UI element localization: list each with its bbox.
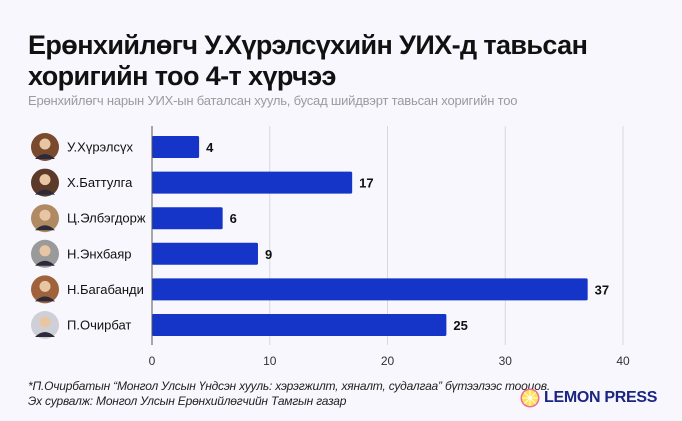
bar	[152, 136, 200, 158]
logo-text: LEMON PRESS	[544, 389, 658, 406]
data-label: 6	[230, 211, 237, 226]
lemon-icon	[520, 388, 540, 408]
bar	[152, 171, 353, 194]
x-tick-label: 10	[263, 354, 277, 368]
portrait-suit	[35, 296, 55, 302]
portrait-suit	[35, 189, 55, 195]
portrait-face	[39, 316, 51, 328]
portrait-face	[39, 280, 51, 292]
x-tick-label: 40	[616, 354, 630, 368]
bar	[152, 207, 223, 230]
bar	[152, 278, 588, 301]
category-label: У.Хүрэлсүх	[67, 140, 133, 155]
portrait-face	[39, 138, 51, 150]
footnote: *П.Очирбатын “Монгол Улсын Үндсэн хууль:…	[28, 379, 550, 393]
portrait-suit	[35, 260, 55, 266]
portrait-face	[39, 245, 51, 257]
portrait-face	[39, 209, 51, 221]
title-line-2: хоригийн тоо 4-т хүрчээ	[28, 61, 336, 91]
category-label: Н.Энхбаяр	[67, 246, 132, 261]
x-tick-label: 20	[381, 354, 395, 368]
lemon-press-logo: LEMON PRESS	[520, 388, 657, 408]
title-line-1: Ерөнхийлөгч У.Хүрэлсүхийн УИХ-д тавьсан	[28, 30, 588, 60]
data-label: 4	[206, 140, 214, 155]
portrait-suit	[35, 332, 55, 337]
portrait-face	[39, 174, 51, 186]
data-label: 17	[359, 176, 373, 191]
data-label: 25	[453, 318, 467, 333]
category-label: Ц.Элбэгдорж	[67, 211, 146, 226]
category-label: П.Очирбат	[67, 318, 131, 333]
chart-title: Ерөнхийлөгч У.Хүрэлсүхийн УИХ-д тавьсан …	[28, 30, 588, 92]
chart-subtitle: Ерөнхийлөгч нарын УИХ-ын баталсан хууль,…	[28, 93, 518, 108]
bar	[152, 242, 258, 265]
x-tick-label: 0	[149, 354, 156, 368]
source: Эх сурвалж: Монгол Улсын Ерөнхийлөгчийн …	[28, 394, 347, 408]
category-label: Н.Багабанди	[67, 282, 144, 297]
data-label: 9	[265, 247, 272, 262]
category-label: Х.Баттулга	[67, 175, 133, 190]
portrait-suit	[35, 225, 55, 231]
bar	[152, 314, 447, 336]
footer: *П.Очирбатын “Монгол Улсын Үндсэн хууль:…	[28, 379, 550, 409]
data-label: 37	[595, 282, 609, 297]
x-tick-label: 30	[499, 354, 513, 368]
portrait-suit	[35, 154, 55, 159]
